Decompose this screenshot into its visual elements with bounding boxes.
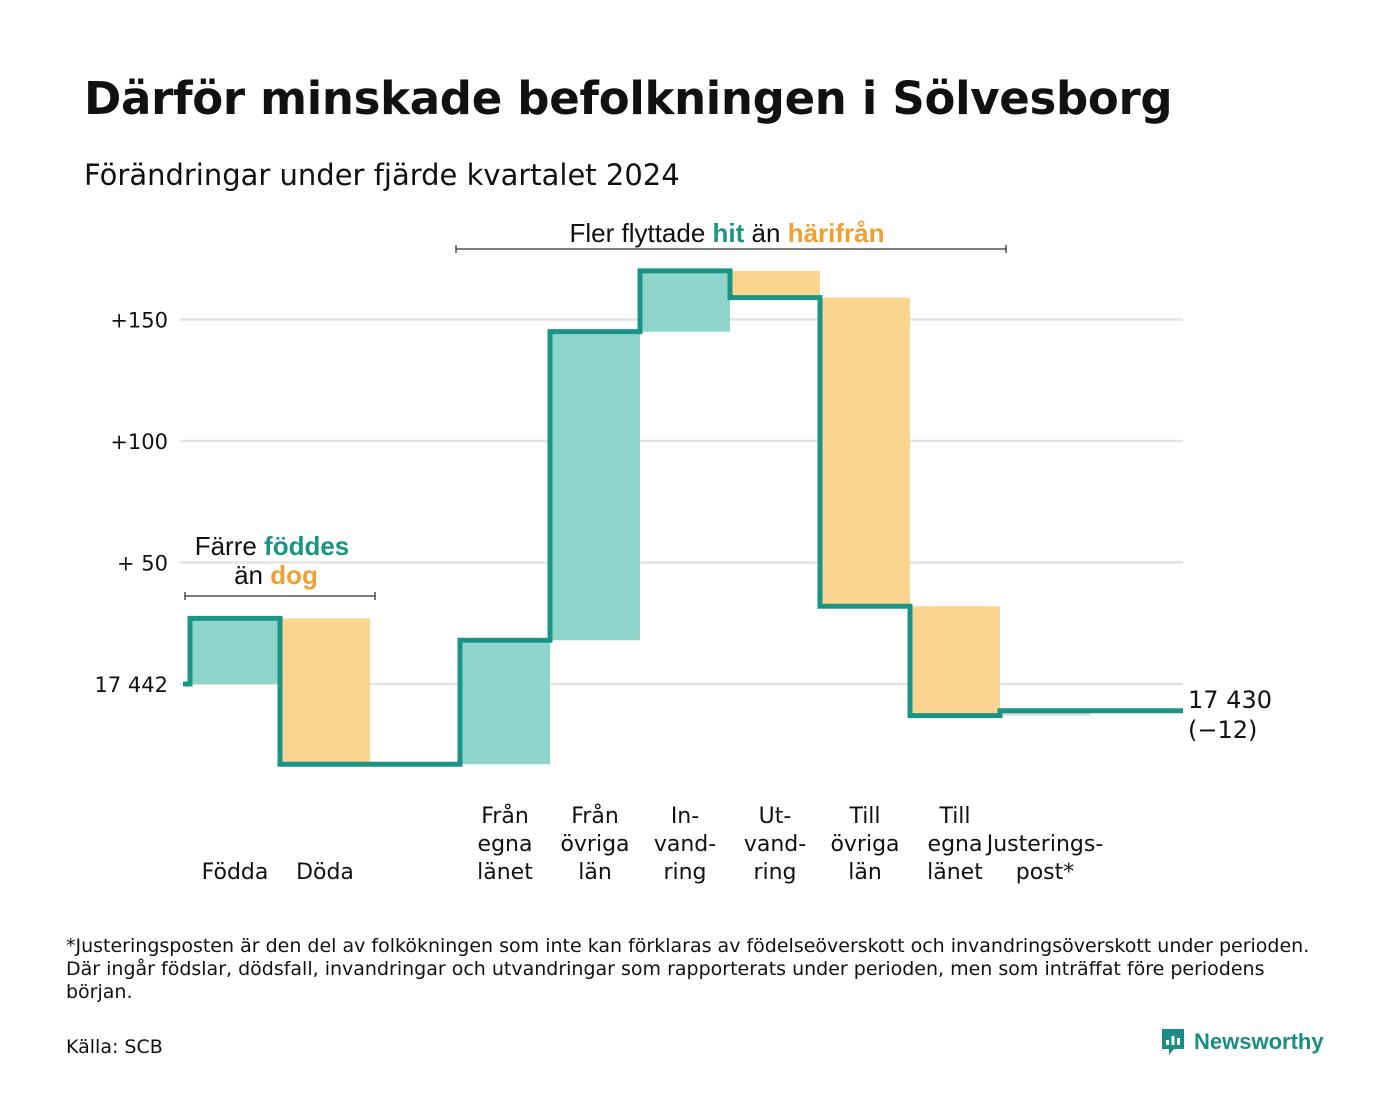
category-label: länet (927, 860, 983, 885)
end-value-text: (−12) (1188, 716, 1257, 744)
bar-decrease (820, 297, 910, 607)
y-tick-label: + 50 (117, 552, 168, 576)
brand-name: Newsworthy (1194, 1029, 1324, 1054)
bar-decrease (280, 618, 370, 765)
bar-increase (640, 270, 730, 332)
category-label: Till (848, 804, 880, 829)
category-label: ring (753, 860, 796, 885)
category-label: Ut- (759, 804, 792, 829)
category-label: egna (478, 832, 533, 857)
bar-increase (190, 618, 280, 684)
y-tick-label: +150 (110, 309, 168, 333)
annotation-births-deaths-line2: än dog (234, 560, 318, 590)
category-label: In- (671, 804, 699, 829)
y-tick-label: 17 442 (95, 673, 168, 697)
category-label: Från (481, 803, 529, 829)
newsworthy-logo-icon (1162, 1029, 1184, 1055)
category-label: Döda (296, 860, 354, 885)
category-label: länet (477, 860, 533, 885)
category-label: egna (928, 832, 983, 857)
brand-logo: Newsworthy (1160, 1027, 1324, 1057)
source: Källa: SCB (66, 1036, 163, 1058)
category-label: Från (571, 803, 619, 829)
y-axis-ticks: 17 442 + 50 +100 +150 (95, 309, 168, 698)
category-label: Till (938, 804, 970, 829)
category-label: län (848, 860, 882, 885)
category-label: ring (663, 860, 706, 885)
category-labels: Födda Döda Från egna länet Från övriga län In-va… (202, 803, 1104, 885)
category-label: län (578, 860, 612, 885)
category-label: övriga (830, 832, 899, 857)
category-label: Justerings- (985, 832, 1104, 857)
bar-increase (550, 331, 640, 641)
end-value-text: 17 430 (1188, 686, 1272, 714)
category-label: vand- (654, 832, 716, 857)
bar-increase (460, 640, 550, 765)
waterfall-chart: 17 442+ 50+100+150 Födda DödaFrånegnaläne… (95, 218, 1272, 885)
category-label: post* (1016, 860, 1075, 885)
cumulative-line (183, 268, 1183, 767)
annotation-migration: Fler flyttade hit än härifrån (569, 218, 884, 248)
bar-decrease (730, 270, 820, 298)
chart-title: Därför minskade befolkningen i Sölvesbor… (84, 72, 1173, 125)
step-line (183, 268, 1183, 767)
annotation-births-deaths: Färre föddes (195, 531, 350, 561)
bar-decrease (910, 606, 1000, 716)
y-tick-label: +100 (110, 430, 168, 454)
category-label: övriga (560, 832, 629, 857)
category-label: vand- (744, 832, 806, 857)
end-value-label: 17 430(−12) (1188, 686, 1272, 744)
bars (190, 270, 1090, 765)
footnote: *Justeringsposten är den del av folkökni… (66, 935, 1310, 1003)
chart-subtitle: Förändringar under fjärde kvartalet 2024 (84, 158, 680, 192)
category-label: Födda (202, 860, 269, 885)
